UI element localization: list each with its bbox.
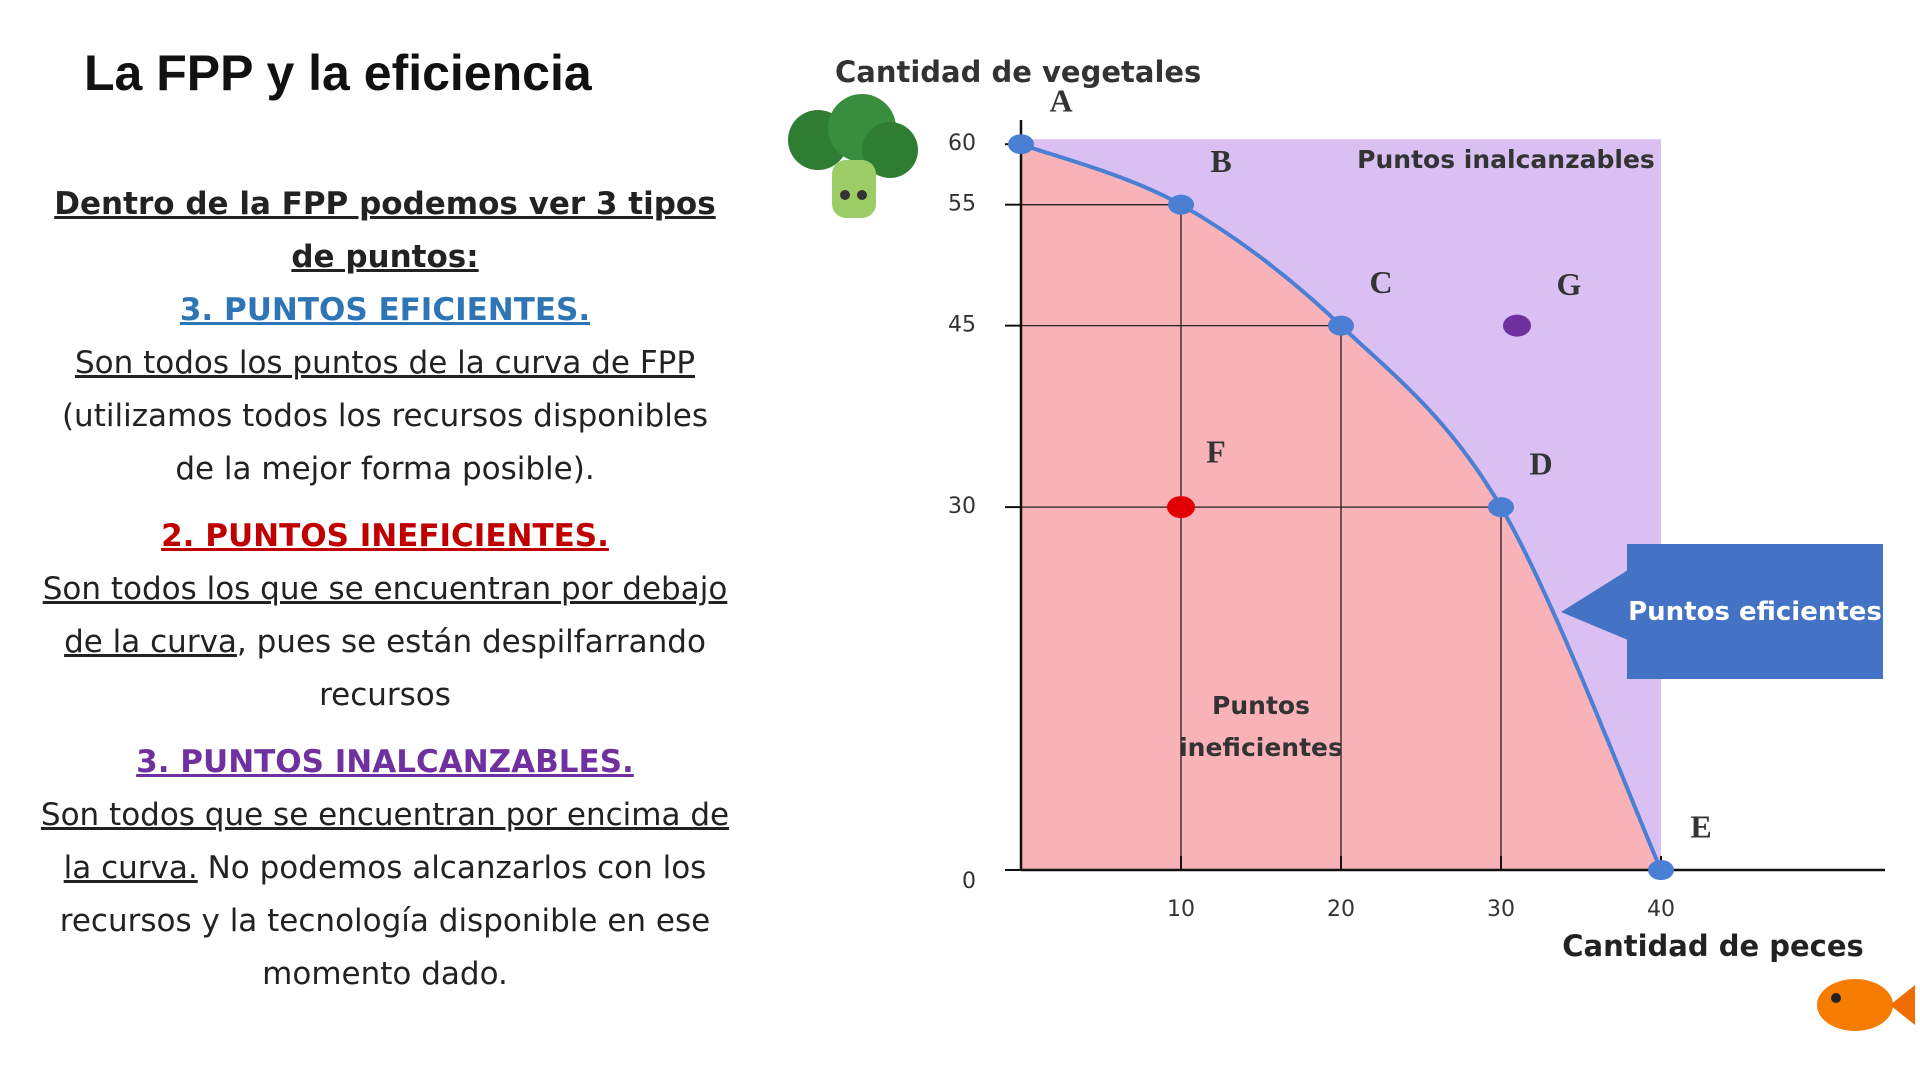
y-tick-label: 0 (962, 869, 976, 894)
ppf-point (1488, 497, 1514, 518)
section-title: 2. PUNTOS INEFICIENTES. (161, 518, 609, 554)
y-axis-label: Cantidad de vegetales (835, 55, 1201, 89)
ppf-point (1648, 860, 1674, 880)
efficient-callout: Puntos eficientes (1627, 544, 1883, 679)
section-rest: , pues se están despilfarrando recursos (236, 624, 706, 713)
section-text: Son todos los que se encuentran por deba… (40, 563, 730, 722)
x-tick-label: 20 (1327, 897, 1355, 922)
extra-point (1167, 496, 1195, 519)
slide-title: La FPP y la eficiencia (84, 45, 592, 101)
y-tick-label: 55 (948, 192, 976, 217)
point-label: B (1210, 143, 1231, 179)
ppf-point (1328, 315, 1354, 336)
point-label: E (1690, 808, 1711, 844)
point-label: G (1557, 266, 1582, 302)
explanation: Dentro de la FPP podemos ver 3 tipos de … (40, 178, 730, 1001)
point-label: A (1049, 83, 1072, 119)
point-label: F (1206, 433, 1226, 469)
x-tick-label: 10 (1167, 897, 1195, 922)
y-tick-label: 30 (948, 494, 976, 519)
section-underlined: Son todos que se encuentran por encima d… (40, 797, 730, 886)
extra-point (1503, 314, 1531, 337)
x-tick-label: 40 (1647, 897, 1675, 922)
x-tick-label: 30 (1487, 897, 1515, 922)
section-underlined: Son todos los que se encuentran por deba… (42, 571, 728, 660)
inefficient-label: Puntos ineficientes (1179, 691, 1343, 762)
callout-pointer (1561, 570, 1628, 640)
section-rest: No podemos alcanzarlos con los recursos … (59, 850, 711, 992)
section-text: Son todos que se encuentran por encima d… (40, 789, 730, 1001)
ppf-curve (1020, 142, 1663, 871)
section-title: 3. PUNTOS INALCANZABLES. (136, 744, 634, 780)
x-axis-label: Cantidad de peces (1562, 929, 1864, 963)
section-underlined: Son todos los puntos de la curva de FPP (74, 345, 696, 381)
point-label: D (1529, 445, 1552, 481)
broccoli-icon (788, 94, 918, 218)
heading: Dentro de la FPP podemos ver 3 tipos de … (54, 186, 716, 275)
point-label: C (1369, 264, 1392, 300)
y-tick-label: 60 (948, 131, 976, 156)
y-tick-label: 45 (948, 313, 976, 338)
fish-icon (1817, 979, 1915, 1031)
ppf-point (1008, 134, 1034, 155)
section-title: 3. PUNTOS EFICIENTES. (179, 292, 591, 328)
ppf-point (1168, 194, 1194, 215)
section-rest: (utilizamos todos los recursos disponibl… (61, 398, 709, 487)
section-text: Son todos los puntos de la curva de FPP … (40, 337, 730, 496)
unreachable-label: Puntos inalcanzables (1357, 145, 1655, 174)
